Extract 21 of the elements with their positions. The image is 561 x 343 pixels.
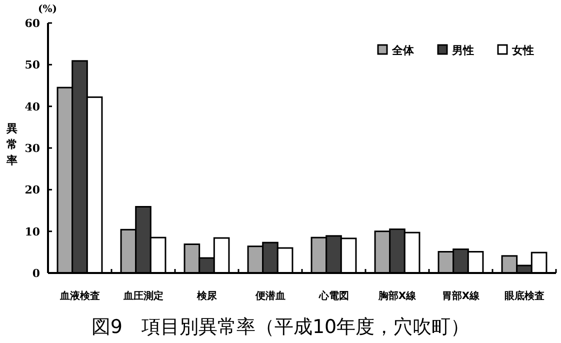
legend-label: 全体 [391, 44, 415, 57]
y-tick-label: 20 [24, 184, 40, 197]
x-tick-label: 胸部X線 [377, 290, 418, 302]
x-tick-label: 便潜血 [254, 290, 286, 302]
x-tick-label: 検尿 [196, 290, 218, 302]
y-tick-label: 10 [24, 225, 40, 238]
y-axis-title: 異常率 [6, 122, 18, 167]
y-tick-label: 30 [24, 142, 40, 155]
x-tick-label: 血液検査 [58, 290, 100, 302]
y-tick-label: 40 [24, 100, 40, 114]
x-tick-label: 胃部X線 [442, 290, 481, 302]
x-tick-label: 心電図 [318, 290, 349, 302]
x-tick-label: 血圧測定 [122, 290, 164, 302]
x-tick-label: 眼底検査 [504, 290, 544, 302]
y-tick-label: 0 [32, 267, 40, 280]
y-tick-label: 50 [24, 58, 40, 72]
text: 図9 項目別異常率（平成10年度，穴吹町） [91, 316, 470, 338]
legend-label: 男性 [451, 44, 474, 57]
text: (%) [38, 4, 57, 15]
y-tick-label: 60 [24, 17, 40, 30]
legend-label: 女性 [511, 44, 534, 57]
